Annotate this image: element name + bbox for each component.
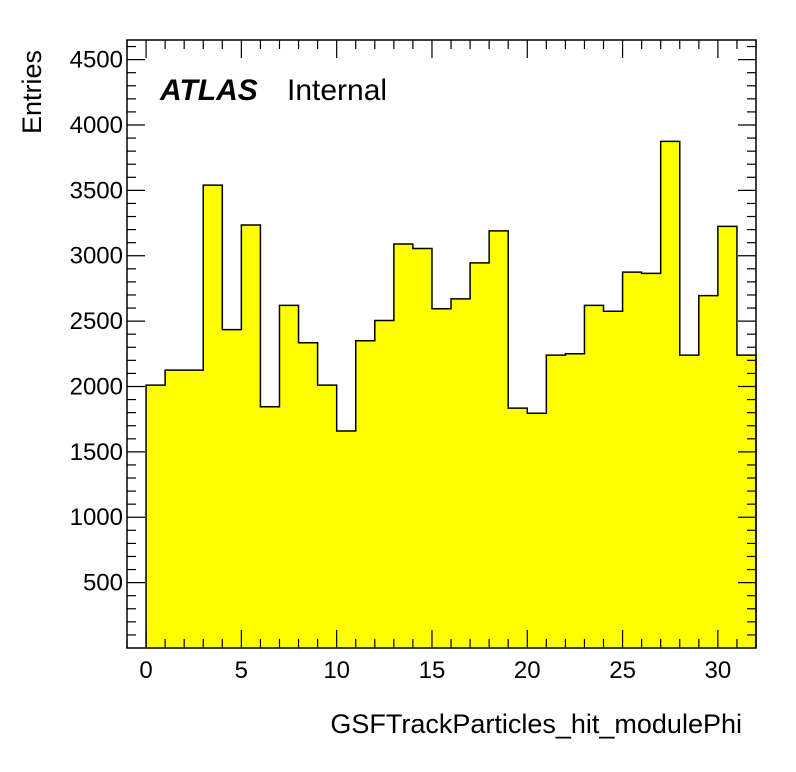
histogram-bar (279, 305, 299, 648)
histogram-bar (660, 141, 681, 649)
histogram-outline (145, 140, 757, 648)
y-tick-label: 2000 (70, 373, 123, 400)
histogram-bar (584, 305, 604, 648)
histogram-bar (451, 298, 471, 648)
x-tick-label: 20 (514, 657, 541, 684)
histogram-bar (355, 340, 376, 648)
histogram-bar (317, 385, 338, 648)
status-label: Internal (287, 74, 387, 107)
histogram-bar (374, 320, 395, 648)
y-tick-label: 500 (83, 570, 123, 597)
histogram-bar (622, 272, 643, 648)
y-tick-label: 1500 (70, 439, 123, 466)
histogram-bar (527, 413, 547, 648)
x-tick-label: 30 (705, 657, 732, 684)
y-tick-label: 1000 (70, 504, 123, 531)
y-axis-title: Entries (17, 50, 47, 134)
x-tick-label: 0 (139, 657, 152, 684)
y-tick-label: 2500 (70, 308, 123, 335)
histogram-bar (146, 385, 166, 648)
histogram-bar (470, 262, 490, 648)
x-axis-title: GSFTrackParticles_hit_modulePhi (330, 709, 742, 739)
x-tick-label: 15 (419, 657, 446, 684)
histogram-bars (146, 141, 757, 649)
y-tick-label: 3000 (70, 243, 123, 270)
histogram-bar (184, 370, 204, 648)
histogram-bar (603, 311, 623, 648)
histogram-bar (679, 355, 700, 648)
axis-ticks (126, 40, 757, 648)
histogram-bar (222, 329, 242, 648)
x-tick-label: 5 (235, 657, 248, 684)
histogram-bar (736, 355, 757, 648)
histogram-bar (489, 230, 509, 648)
histogram-bar (431, 308, 452, 648)
histogram-bar (165, 370, 185, 648)
y-tick-label: 4000 (70, 112, 123, 139)
y-tick-label: 4500 (70, 47, 123, 74)
x-tick-label: 10 (323, 657, 350, 684)
histogram-bar (641, 273, 662, 648)
histogram-bar (698, 295, 719, 648)
atlas-label: ATLAS (159, 74, 258, 107)
histogram-bar (717, 226, 738, 649)
x-tick-label: 25 (609, 657, 636, 684)
histogram-bar (298, 342, 319, 648)
y-tick-label: 3500 (70, 177, 123, 204)
axis-tick-labels: 0 5 10 15 20 25 30 500 1000 1500 2000 2500 3000 3500 4… (70, 47, 732, 684)
histogram-bar (546, 355, 566, 648)
histogram-bar (203, 185, 223, 648)
histogram-bar (393, 243, 414, 649)
histogram-bar (336, 430, 357, 648)
histogram-bar (565, 353, 585, 648)
plot-frame (126, 39, 757, 649)
histogram-bar (412, 248, 433, 648)
histogram-bar (508, 408, 528, 648)
histogram-bar (260, 406, 280, 648)
histogram-bar (241, 225, 261, 648)
